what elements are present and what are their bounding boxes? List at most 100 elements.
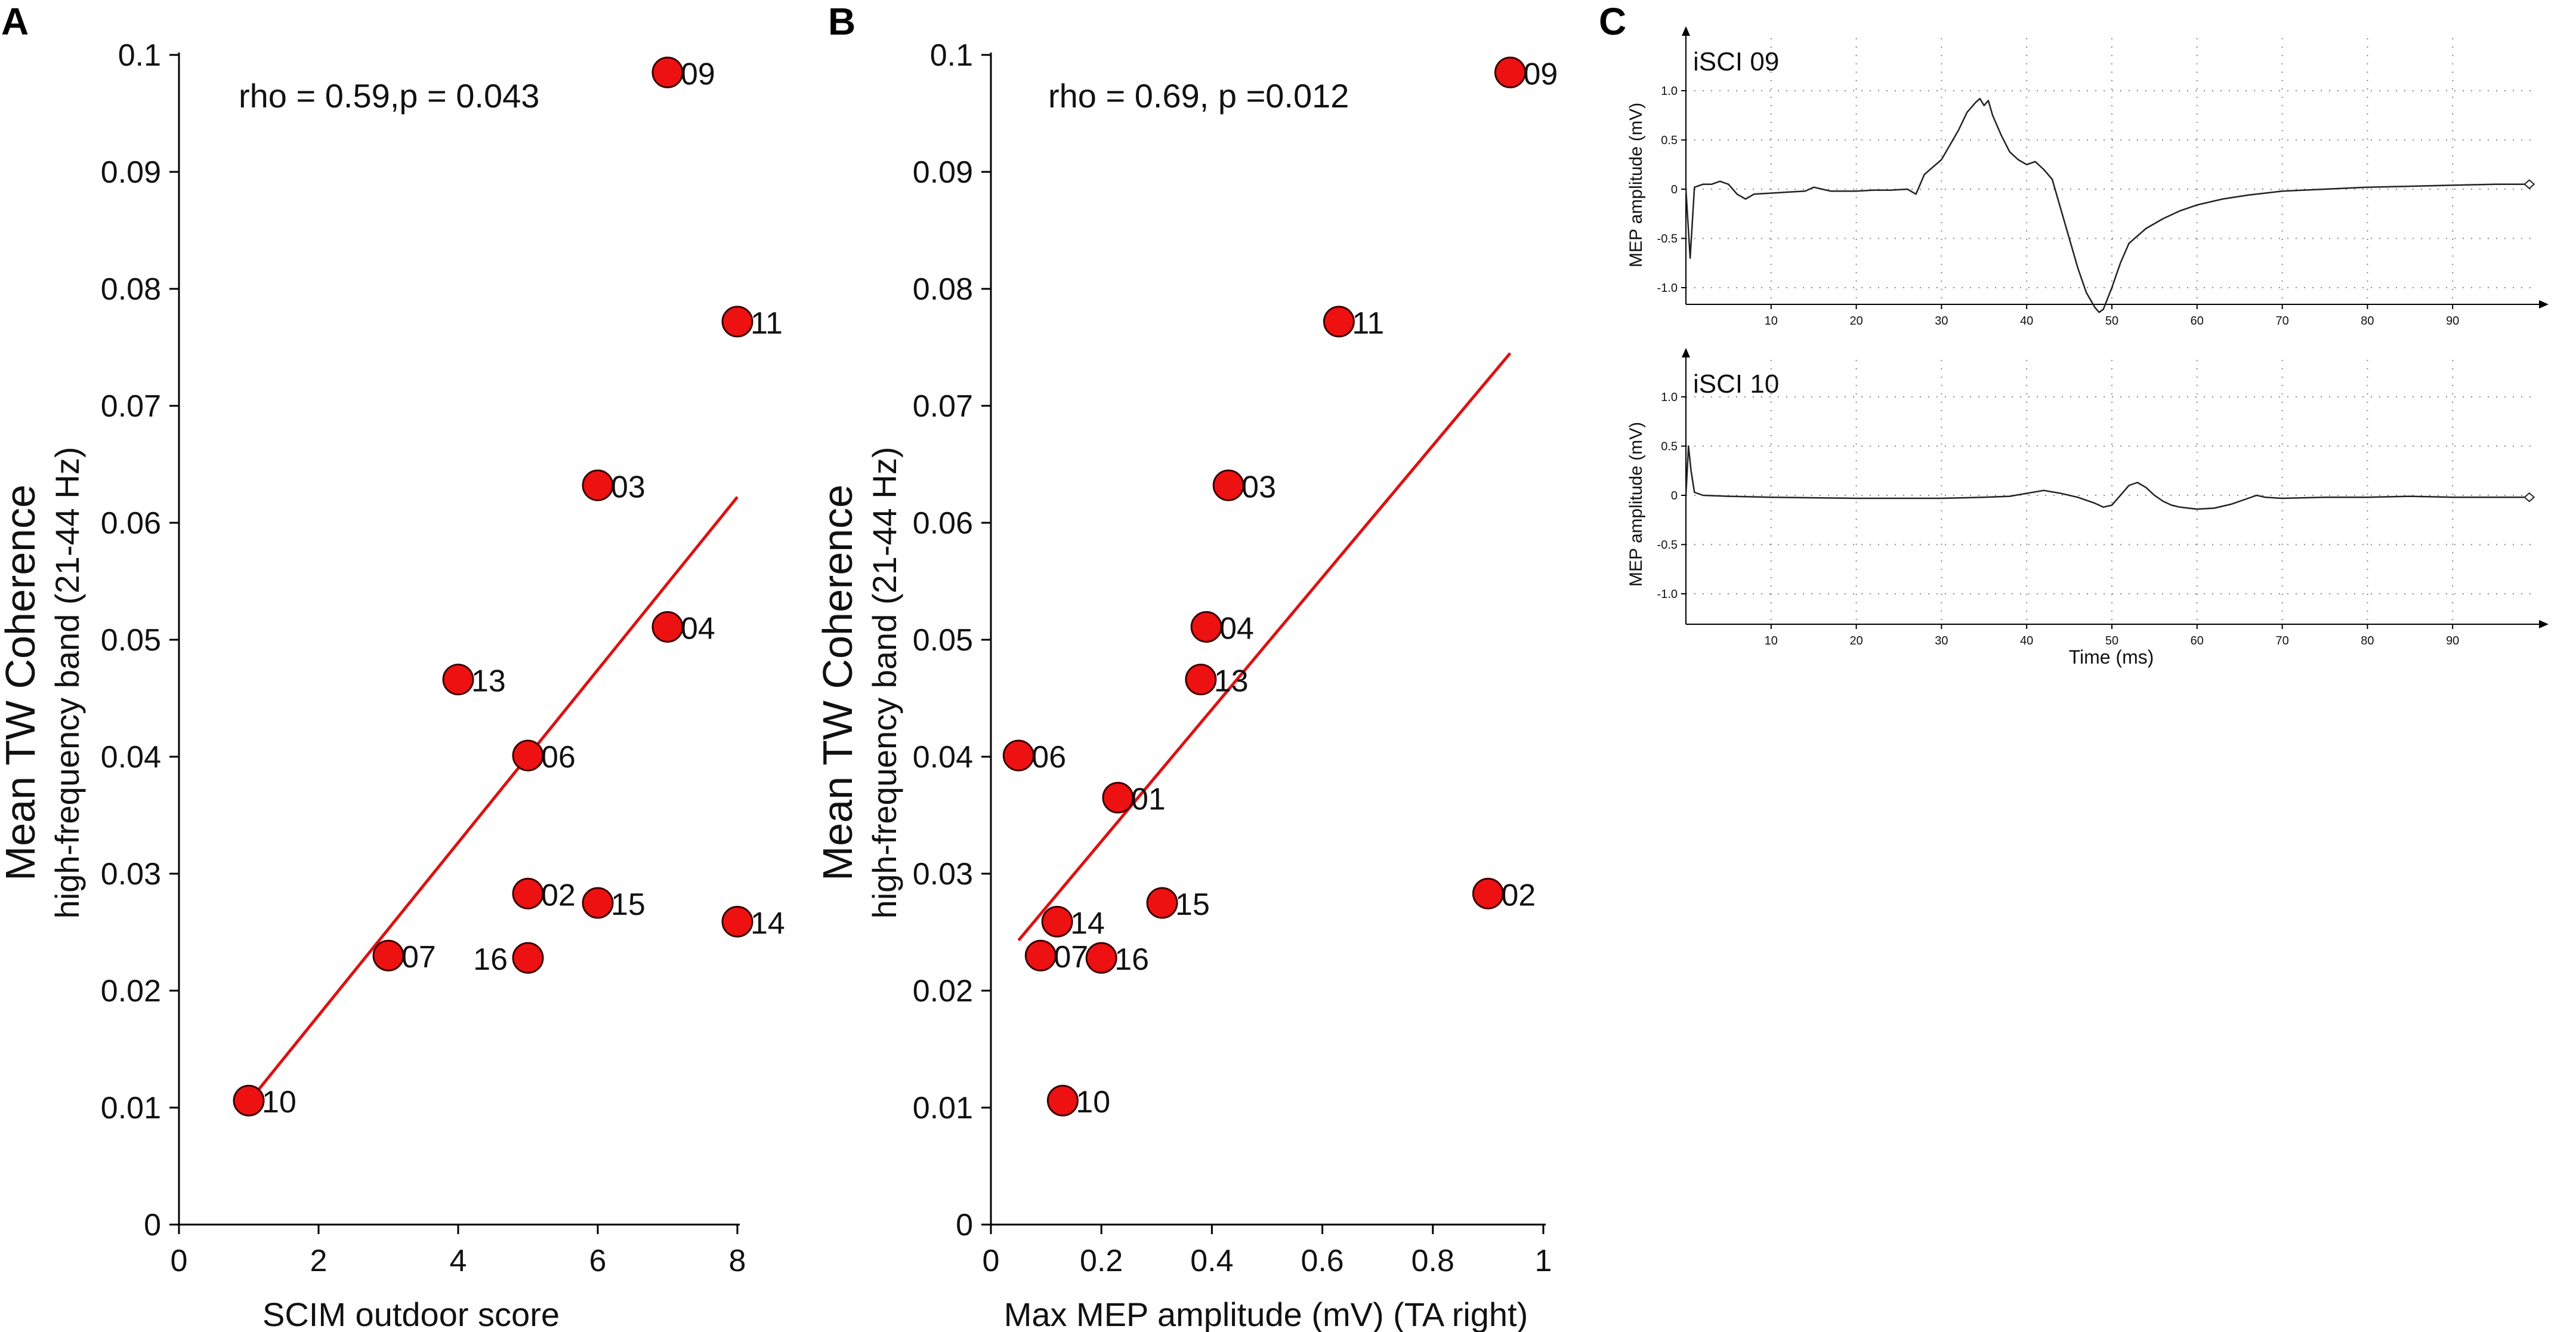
panel-b-letter: B xyxy=(828,0,855,43)
panel-a-point-label: 02 xyxy=(541,878,576,912)
panel-a-data-point xyxy=(651,610,684,643)
panel-a-data-point xyxy=(512,739,544,772)
panel-a-data-point xyxy=(651,56,684,88)
panel-b-y-tick-label: 0.08 xyxy=(913,272,973,307)
panel-b-y-tick-label: 0.09 xyxy=(913,155,973,190)
panel-c-top-y-tick-label: 0 xyxy=(1671,183,1678,196)
panel-a-y-tick-label: 0.01 xyxy=(101,1091,161,1126)
panel-b-x-tick-label: 0.8 xyxy=(1411,1244,1454,1278)
panel-b-data-point xyxy=(1102,782,1134,814)
panel-b-y-tick-label: 0 xyxy=(956,1208,973,1242)
panel-b-data-point xyxy=(1146,887,1178,919)
panel-c-top-y-tick-label: 1.0 xyxy=(1661,85,1678,98)
panel-c-top-x-tick-label: 90 xyxy=(2446,314,2459,328)
panel-c: C iSCI 09 iSCI 10 MEP amplitude (mV) MEP… xyxy=(1599,0,2549,668)
panel-a-data-point xyxy=(442,664,474,696)
panel-c-bottom-x-tick-label: 30 xyxy=(1935,634,1948,648)
panel-b-y-axis-title: Mean TW Coherence xyxy=(814,485,861,881)
panel-a-point-label: 03 xyxy=(611,470,645,504)
panel-a-y-axis-subtitle: high-frequency band (21-44 Hz) xyxy=(48,447,86,919)
panel-a-data-point xyxy=(721,306,753,338)
panel-a-data-point xyxy=(721,905,753,938)
panel-c-top-y-axis-arrow xyxy=(1682,26,1690,36)
panel-c-top-mep-trace xyxy=(1685,97,2529,313)
panel-b-point-label: 03 xyxy=(1241,470,1276,504)
panel-a-y-tick-label: 0.07 xyxy=(101,389,161,424)
panel-b-y-axis-subtitle: high-frequency band (21-44 Hz) xyxy=(866,447,903,919)
panel-b-point-label: 13 xyxy=(1214,664,1249,699)
panel-b-x-tick-label: 0.2 xyxy=(1080,1244,1123,1278)
panel-b-point-label: 09 xyxy=(1523,57,1558,91)
panel-a-x-tick-label: 4 xyxy=(450,1244,467,1278)
panel-a-y-tick-label: 0.1 xyxy=(118,38,161,73)
panel-a-point-label: 15 xyxy=(611,887,645,922)
panel-c-bottom-x-tick-label: 10 xyxy=(1765,634,1778,648)
panel-b-y-tick-label: 0.05 xyxy=(913,623,973,658)
panel-c-bottom-y-tick-label: -1.0 xyxy=(1657,588,1678,601)
panel-b-data-point xyxy=(1472,877,1504,909)
panel-c-top-x-tick-label: 80 xyxy=(2361,314,2374,328)
panel-a-point-label: 07 xyxy=(401,940,436,975)
panel-b-point-label: 04 xyxy=(1219,611,1254,646)
panel-b-data-point xyxy=(1046,1084,1079,1117)
panel-b-y-tick-label: 0.01 xyxy=(913,1091,973,1126)
panel-a-y-tick-label: 0.03 xyxy=(101,857,161,892)
panel-b-point-label: 07 xyxy=(1054,940,1088,975)
panel-a-point-label: 10 xyxy=(262,1085,296,1120)
panel-b-x-tick-label: 1 xyxy=(1535,1244,1552,1278)
panel-b-data-point xyxy=(1190,610,1222,643)
panel-c-x-axis-title: Time (ms) xyxy=(2069,646,2154,668)
panel-b-data-point xyxy=(1494,56,1526,88)
panel-c-top-x-tick-label: 70 xyxy=(2275,314,2288,328)
panel-b-point-label: 16 xyxy=(1114,942,1149,977)
panel-c-bottom-y-axis-arrow xyxy=(1682,348,1690,357)
panel-a-data-point xyxy=(512,942,544,974)
panel-b-x-tick-label: 0 xyxy=(983,1244,1000,1278)
panel-c-top-y-tick-label: -0.5 xyxy=(1657,233,1678,246)
panel-c-bottom-title: iSCI 10 xyxy=(1693,369,1779,399)
panel-b-point-label: 01 xyxy=(1131,782,1166,817)
panel-b-regression-line xyxy=(1017,352,1512,942)
panel-c-top-x-tick-label: 20 xyxy=(1849,314,1862,328)
panel-b-data-point xyxy=(1185,664,1217,696)
panel-b-data-point xyxy=(1002,739,1034,772)
panel-b-data-point xyxy=(1212,469,1244,501)
panel-c-bottom-x-tick-label: 60 xyxy=(2191,634,2204,648)
panel-a-regression-line xyxy=(248,496,739,1103)
panel-a-x-tick-label: 0 xyxy=(171,1244,188,1278)
panel-a-letter: A xyxy=(1,0,29,43)
panel-a-annotation: rho = 0.59,p = 0.043 xyxy=(239,77,539,115)
panel-c-bottom-x-tick-label: 20 xyxy=(1849,634,1862,648)
panel-c-bottom-y-tick-label: -0.5 xyxy=(1657,539,1678,552)
panel-a: A rho = 0.59,p = 0.043 SCIM outdoor scor… xyxy=(0,0,785,1332)
panel-a-point-label: 04 xyxy=(681,611,715,646)
panel-c-bottom-x-tick-label: 50 xyxy=(2105,634,2118,648)
panel-a-point-label: 06 xyxy=(541,740,576,775)
panel-b-x-axis-title: Max MEP amplitude (mV) (TA right) xyxy=(1004,1296,1528,1332)
panel-b-point-label: 11 xyxy=(1352,306,1384,341)
panel-c-letter: C xyxy=(1599,0,1626,43)
panel-a-x-axis-title: SCIM outdoor score xyxy=(262,1296,560,1332)
panel-a-point-label: 14 xyxy=(750,906,785,941)
panel-b-y-tick-label: 0.1 xyxy=(930,38,973,73)
panel-c-top-title: iSCI 09 xyxy=(1693,47,1779,76)
panel-c-bottom-trace-end-marker xyxy=(2524,492,2535,502)
panel-a-x-tick-label: 8 xyxy=(729,1244,746,1278)
panel-b-y-tick-label: 0.04 xyxy=(913,740,973,775)
panel-c-top-y-axis-title: MEP amplitude (mV) xyxy=(1626,103,1646,267)
panel-c-top-x-tick-label: 40 xyxy=(2020,314,2033,328)
panel-a-x-tick-label: 2 xyxy=(310,1244,328,1278)
panel-b-y-tick-label: 0.07 xyxy=(913,389,973,424)
panel-a-point-label: 13 xyxy=(471,664,506,699)
panel-c-bottom-mep-trace xyxy=(1685,445,2529,510)
panel-b-point-label: 14 xyxy=(1070,906,1105,941)
panel-a-x-tick-label: 6 xyxy=(589,1244,607,1278)
panel-b: B rho = 0.69, p =0.012 Max MEP amplitude… xyxy=(814,0,1558,1332)
panel-b-point-label: 02 xyxy=(1501,878,1536,912)
panel-b-x-tick-label: 0.6 xyxy=(1301,1244,1343,1278)
panel-a-data-point xyxy=(582,887,614,919)
panel-b-point-label: 06 xyxy=(1031,740,1066,775)
panel-a-y-tick-label: 0.02 xyxy=(101,974,161,1009)
panel-c-bottom-y-tick-label: 1.0 xyxy=(1661,391,1678,404)
panel-a-data-point xyxy=(372,939,404,972)
